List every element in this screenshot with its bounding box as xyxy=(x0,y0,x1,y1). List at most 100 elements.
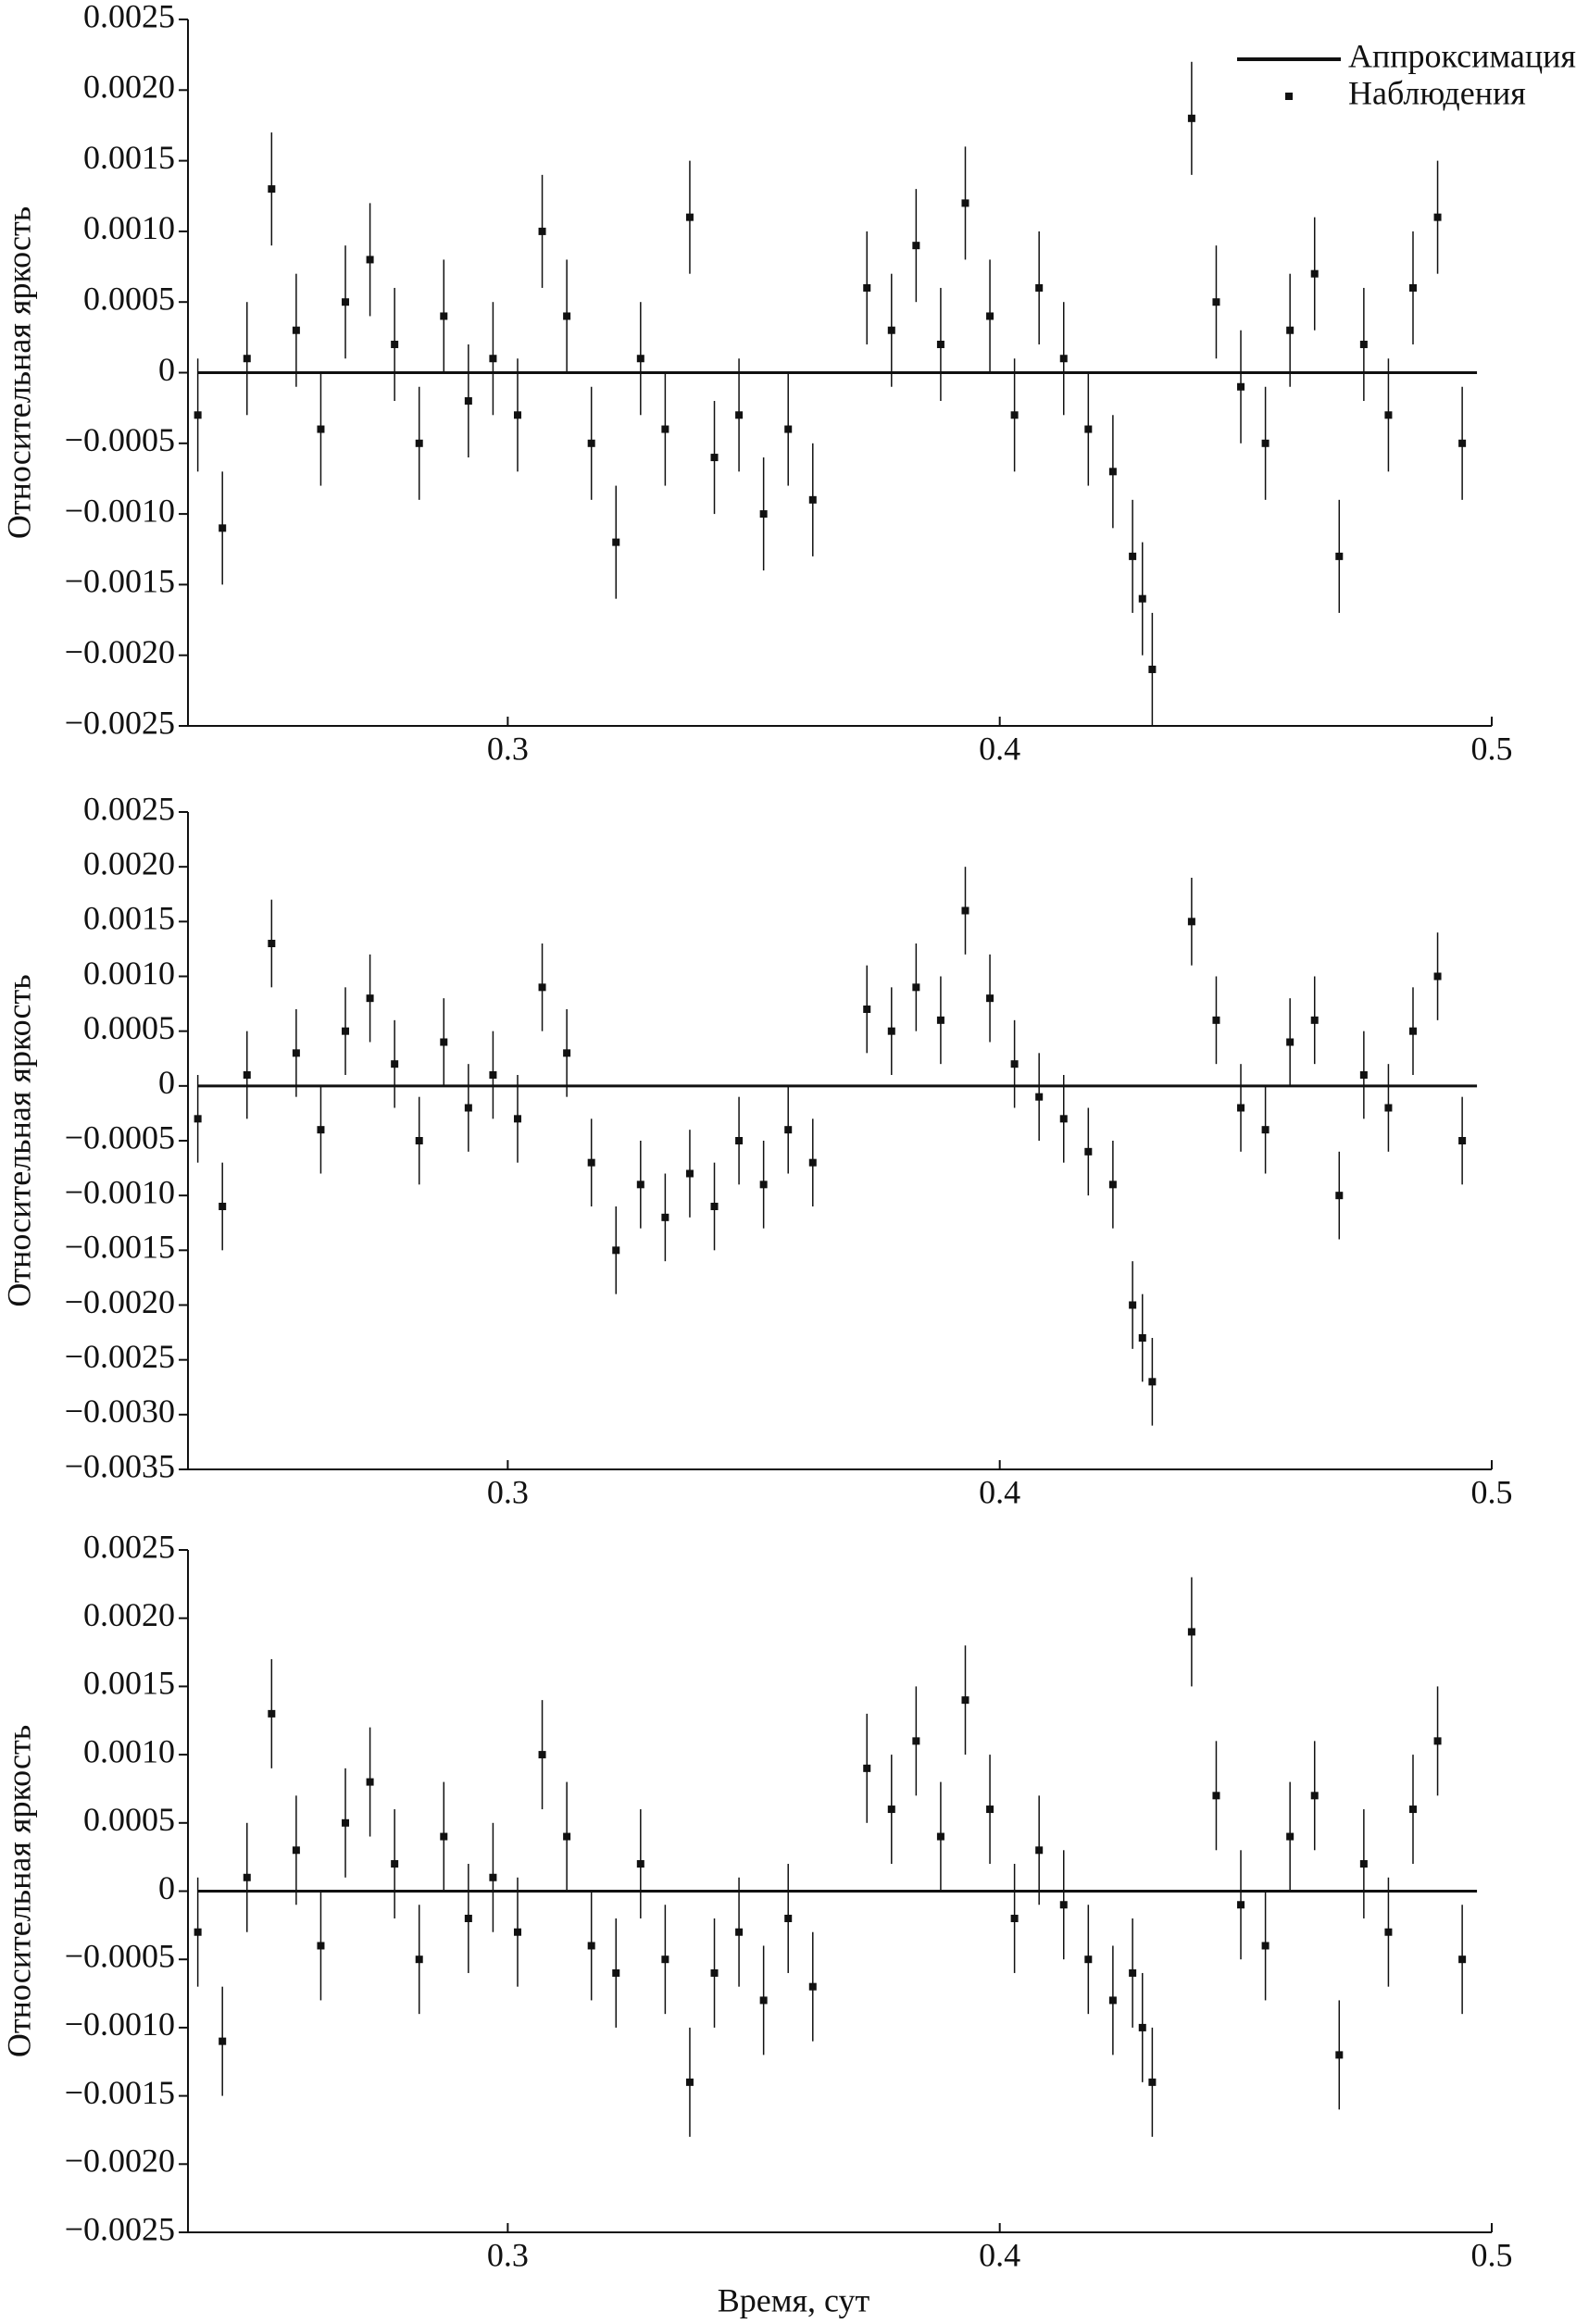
observation xyxy=(986,994,994,1003)
observation xyxy=(1310,1792,1319,1800)
observation xyxy=(986,312,994,320)
observation xyxy=(863,283,871,292)
y-tick-label: −0.0015 xyxy=(65,2074,175,2111)
observation xyxy=(912,983,920,992)
y-tick-label: −0.0030 xyxy=(65,1393,175,1430)
observation xyxy=(219,1203,227,1210)
observation xyxy=(243,355,251,363)
observation xyxy=(961,1696,969,1705)
observation xyxy=(563,1832,571,1841)
y-tick-label: 0.0025 xyxy=(83,790,175,827)
observation xyxy=(1059,1115,1068,1123)
x-tick-label: 0.3 xyxy=(487,2236,529,2273)
observation xyxy=(243,1071,251,1079)
observation xyxy=(784,425,793,433)
x-tick-label: 0.4 xyxy=(979,1473,1020,1510)
x-tick-label: 0.3 xyxy=(487,1473,529,1510)
observation xyxy=(194,1115,202,1123)
observation xyxy=(243,1873,251,1881)
observation xyxy=(440,1038,448,1046)
observation xyxy=(863,1764,871,1772)
observation xyxy=(961,906,969,915)
observation xyxy=(415,1137,423,1144)
observation xyxy=(538,983,546,992)
x-tick-label: 0.5 xyxy=(1471,730,1513,767)
observation xyxy=(912,242,920,250)
y-tick-label: 0.0010 xyxy=(83,955,175,992)
y-tick-label: −0.0010 xyxy=(65,492,175,529)
observation xyxy=(366,1778,374,1786)
observation xyxy=(513,411,521,419)
observation xyxy=(317,1942,325,1950)
observation xyxy=(292,326,300,334)
observation xyxy=(464,1914,472,1922)
observation xyxy=(887,1027,895,1035)
observation xyxy=(391,340,399,348)
y-tick-label: −0.0020 xyxy=(65,633,175,670)
y-tick-label: 0 xyxy=(158,1064,175,1101)
observation xyxy=(710,454,719,462)
observation xyxy=(1187,114,1195,122)
observation xyxy=(415,439,423,447)
observation xyxy=(194,1928,202,1936)
observation xyxy=(1059,355,1068,363)
observation xyxy=(784,1126,793,1134)
observation xyxy=(219,2037,227,2045)
x-tick-label: 0.3 xyxy=(487,730,529,767)
observation xyxy=(513,1115,521,1123)
y-tick-label: −0.0015 xyxy=(65,1229,175,1266)
y-tick-label: 0.0025 xyxy=(83,1528,175,1565)
observation xyxy=(440,312,448,320)
observation xyxy=(1237,382,1245,391)
y-tick-label: 0.0020 xyxy=(83,844,175,881)
observation xyxy=(1138,1334,1146,1342)
legend-label: Наблюдения xyxy=(1348,74,1526,111)
y-tick-label: −0.0035 xyxy=(65,1447,175,1484)
observation xyxy=(1359,340,1368,348)
observation xyxy=(1335,2051,1344,2059)
observation xyxy=(1084,1147,1093,1156)
observation xyxy=(1433,972,1442,981)
observation xyxy=(1129,1301,1137,1309)
observation xyxy=(1408,283,1417,292)
observation xyxy=(1286,1038,1295,1046)
observation xyxy=(961,199,969,207)
observation xyxy=(1458,1137,1467,1144)
observation xyxy=(366,256,374,264)
observation xyxy=(1261,1126,1270,1134)
y-tick-label: 0.0010 xyxy=(83,1732,175,1769)
observation xyxy=(636,355,644,363)
observation xyxy=(587,439,595,447)
x-tick-label: 0.5 xyxy=(1471,2236,1513,2273)
observation xyxy=(1384,1104,1393,1112)
observation xyxy=(1010,1060,1019,1068)
observation xyxy=(1335,1192,1344,1200)
observation xyxy=(685,1169,694,1178)
observation xyxy=(1187,1628,1195,1636)
y-tick-label: 0.0025 xyxy=(83,0,175,34)
y-tick-label: −0.0005 xyxy=(65,1937,175,1974)
observation xyxy=(759,1996,768,2005)
observation xyxy=(563,312,571,320)
y-axis-label: Относительная яркость xyxy=(0,974,37,1306)
observation xyxy=(936,340,944,348)
observation xyxy=(268,940,276,947)
y-tick-label: 0.0005 xyxy=(83,280,175,317)
y-tick-label: 0.0020 xyxy=(83,1596,175,1633)
observation xyxy=(415,1955,423,1964)
observation xyxy=(194,411,202,419)
observation xyxy=(887,326,895,334)
observation xyxy=(268,185,276,194)
observation xyxy=(808,1158,817,1167)
y-tick-label: −0.0005 xyxy=(65,421,175,458)
y-tick-label: −0.0005 xyxy=(65,1118,175,1156)
observation xyxy=(612,1968,620,1977)
observation xyxy=(808,1982,817,1991)
observation xyxy=(464,1104,472,1112)
observation xyxy=(1108,468,1117,476)
observation xyxy=(1310,1016,1319,1024)
observation xyxy=(489,1873,497,1881)
observation xyxy=(1359,1071,1368,1079)
y-tick-label: 0.0015 xyxy=(83,1665,175,1702)
observation xyxy=(1084,1955,1093,1964)
